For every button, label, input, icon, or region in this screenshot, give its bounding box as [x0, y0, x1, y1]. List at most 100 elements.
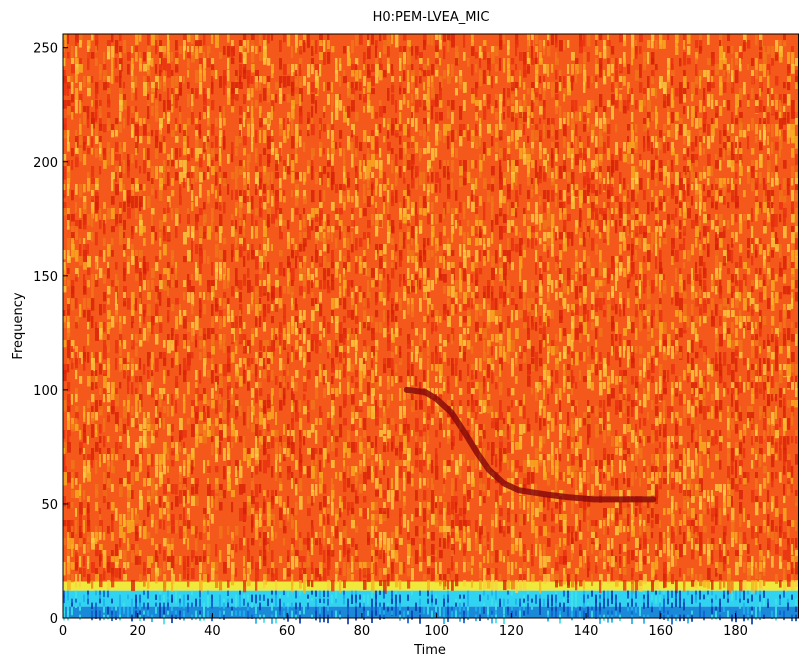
texture-cell — [303, 580, 306, 594]
texture-cell — [375, 310, 379, 318]
texture-cell — [343, 472, 346, 479]
texture-cell — [147, 304, 151, 316]
texture-cell — [411, 256, 415, 263]
texture-cell — [63, 166, 67, 180]
texture-cell — [419, 262, 423, 271]
texture-cell — [243, 226, 246, 237]
texture-cell — [203, 610, 205, 621]
texture-cell — [155, 496, 158, 504]
texture-cell — [507, 160, 510, 172]
texture-cell — [71, 226, 75, 236]
texture-cell — [411, 178, 415, 189]
texture-cell — [199, 580, 203, 593]
texture-cell — [323, 508, 326, 517]
texture-cell — [399, 76, 402, 87]
texture-cell — [511, 340, 515, 353]
texture-cell — [87, 118, 90, 128]
texture-cell — [395, 262, 398, 270]
texture-cell — [159, 394, 162, 408]
texture-cell — [295, 328, 298, 336]
texture-cell — [79, 124, 82, 135]
texture-cell — [283, 166, 286, 174]
texture-cell — [155, 256, 159, 264]
texture-cell — [395, 304, 399, 311]
texture-cell — [367, 40, 370, 48]
texture-cell — [163, 394, 166, 401]
texture-cell — [387, 232, 391, 244]
texture-cell — [91, 208, 95, 219]
texture-cell — [359, 562, 363, 570]
texture-cell — [447, 64, 450, 74]
texture-cell — [499, 274, 502, 281]
texture-cell — [123, 250, 126, 257]
texture-cell — [475, 334, 478, 343]
texture-cell — [487, 478, 491, 490]
texture-cell — [263, 614, 265, 623]
texture-cell — [259, 190, 262, 198]
texture-cell — [363, 466, 366, 477]
texture-cell — [183, 460, 186, 469]
texture-cell — [491, 106, 494, 114]
texture-cell — [495, 154, 498, 161]
texture-cell — [171, 544, 174, 556]
texture-cell — [215, 418, 219, 427]
texture-cell — [67, 304, 71, 316]
texture-cell — [375, 478, 379, 489]
texture-cell — [179, 172, 183, 182]
texture-cell — [311, 58, 315, 68]
texture-cell — [131, 460, 134, 467]
texture-cell — [383, 298, 386, 306]
texture-cell — [223, 364, 227, 377]
texture-cell — [291, 472, 294, 481]
texture-cell — [95, 352, 99, 363]
texture-cell — [391, 490, 395, 497]
texture-cell — [103, 532, 106, 541]
texture-cell — [379, 160, 383, 171]
texture-cell — [231, 94, 234, 108]
texture-cell — [251, 358, 254, 366]
texture-cell — [219, 388, 223, 397]
texture-cell — [151, 130, 154, 137]
texture-cell — [431, 88, 435, 99]
texture-cell — [475, 196, 479, 207]
texture-cell — [491, 364, 495, 373]
texture-cell — [375, 64, 379, 77]
texture-cell — [431, 364, 434, 371]
texture-cell — [415, 352, 418, 363]
texture-cell — [499, 190, 503, 203]
texture-cell — [135, 376, 139, 383]
texture-cell — [499, 346, 503, 357]
texture-cell — [427, 406, 431, 420]
texture-cell — [83, 220, 87, 230]
texture-cell — [259, 154, 262, 167]
texture-cell — [395, 448, 399, 456]
texture-cell — [167, 370, 170, 377]
texture-cell — [491, 370, 494, 384]
texture-cell — [503, 322, 506, 334]
texture-cell — [251, 100, 254, 109]
texture-cell — [187, 118, 191, 126]
texture-cell — [451, 34, 455, 48]
texture-cell — [83, 244, 87, 251]
texture-cell — [467, 334, 470, 341]
texture-cell — [299, 310, 302, 320]
texture-cell — [171, 556, 175, 570]
texture-cell — [135, 544, 139, 555]
texture-cell — [355, 328, 358, 340]
texture-cell — [263, 520, 267, 530]
texture-cell — [503, 262, 507, 276]
texture-cell — [155, 34, 159, 46]
texture-cell — [363, 454, 366, 467]
texture-cell — [279, 594, 281, 600]
texture-cell — [119, 340, 122, 348]
texture-cell — [83, 298, 86, 310]
texture-cell — [319, 190, 322, 203]
texture-cell — [503, 250, 507, 259]
texture-cell — [411, 142, 415, 149]
texture-cell — [323, 388, 327, 398]
texture-cell — [215, 562, 219, 571]
texture-cell — [159, 594, 161, 601]
texture-cell — [351, 556, 354, 564]
texture-cell — [399, 388, 402, 402]
texture-cell — [499, 160, 502, 172]
